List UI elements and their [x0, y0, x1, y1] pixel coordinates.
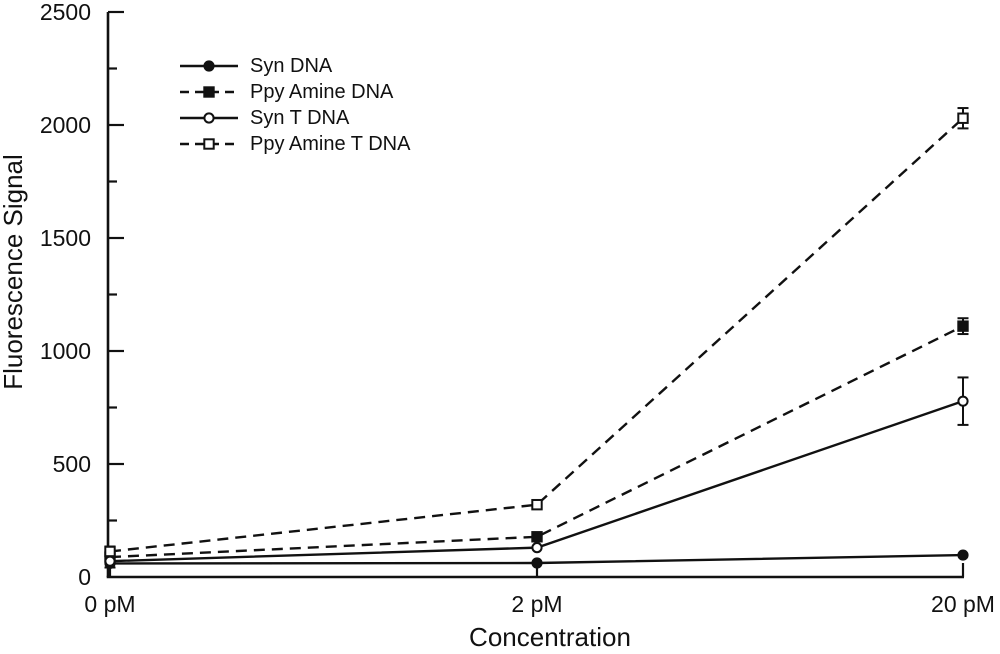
legend: Syn DNA Ppy Amine DNA Syn T DNA Ppy Amine T… [180, 55, 411, 155]
y-tick-label: 2000 [40, 112, 91, 138]
legend-label: Ppy Amine DNA [250, 81, 394, 103]
y-axis-title: Fluorescence Signal [0, 154, 28, 390]
data-point-marker-ppy-amine-t-dna [104, 545, 116, 558]
y-tick-label: 1500 [40, 225, 91, 251]
legend-sample-marker [203, 86, 215, 98]
y-tick-label: 0 [78, 564, 91, 590]
y-tick-label: 1000 [40, 338, 91, 364]
legend-item-ppy-amine-dna: Ppy Amine DNA [180, 81, 394, 103]
series-line-ppy-amine-t-dna [109, 117, 964, 553]
x-tick-label: 2 pM [511, 591, 562, 617]
data-point-marker-ppy-amine-dna [957, 320, 969, 332]
legend-label: Syn DNA [250, 55, 333, 77]
legend-sample-marker [203, 60, 215, 72]
y-tick-label: 500 [53, 451, 91, 477]
legend-sample-marker [203, 112, 215, 124]
x-axis-title: Concentration [469, 622, 631, 652]
legend-item-syn-dna: Syn DNA [180, 55, 333, 77]
plot-area: 0 500 1000 1500 2000 2500 0 pM 2 pM 20 pM [40, 0, 995, 617]
data-point-marker-ppy-amine-t-dna [531, 498, 543, 511]
data-point-marker-syn-t-dna [957, 395, 969, 407]
legend-sample-marker [203, 138, 215, 150]
data-point-marker-syn-dna [531, 557, 543, 569]
y-tick-label: 2500 [40, 0, 91, 25]
legend-item-syn-t-dna: Syn T DNA [180, 107, 350, 129]
data-point-marker-syn-dna [957, 549, 969, 561]
series-line-ppy-amine-dna [109, 325, 964, 559]
legend-item-ppy-amine-t-dna: Ppy Amine T DNA [180, 133, 411, 155]
data-point-marker-syn-t-dna [104, 555, 116, 567]
data-point-marker-ppy-amine-dna [531, 531, 543, 543]
data-point-marker-syn-t-dna [531, 542, 543, 554]
data-point-marker-ppy-amine-t-dna [957, 112, 969, 124]
x-tick-label: 20 pM [931, 591, 995, 617]
legend-label: Syn T DNA [250, 107, 350, 129]
x-tick-label: 0 pM [84, 591, 135, 617]
legend-label: Ppy Amine T DNA [250, 133, 411, 155]
